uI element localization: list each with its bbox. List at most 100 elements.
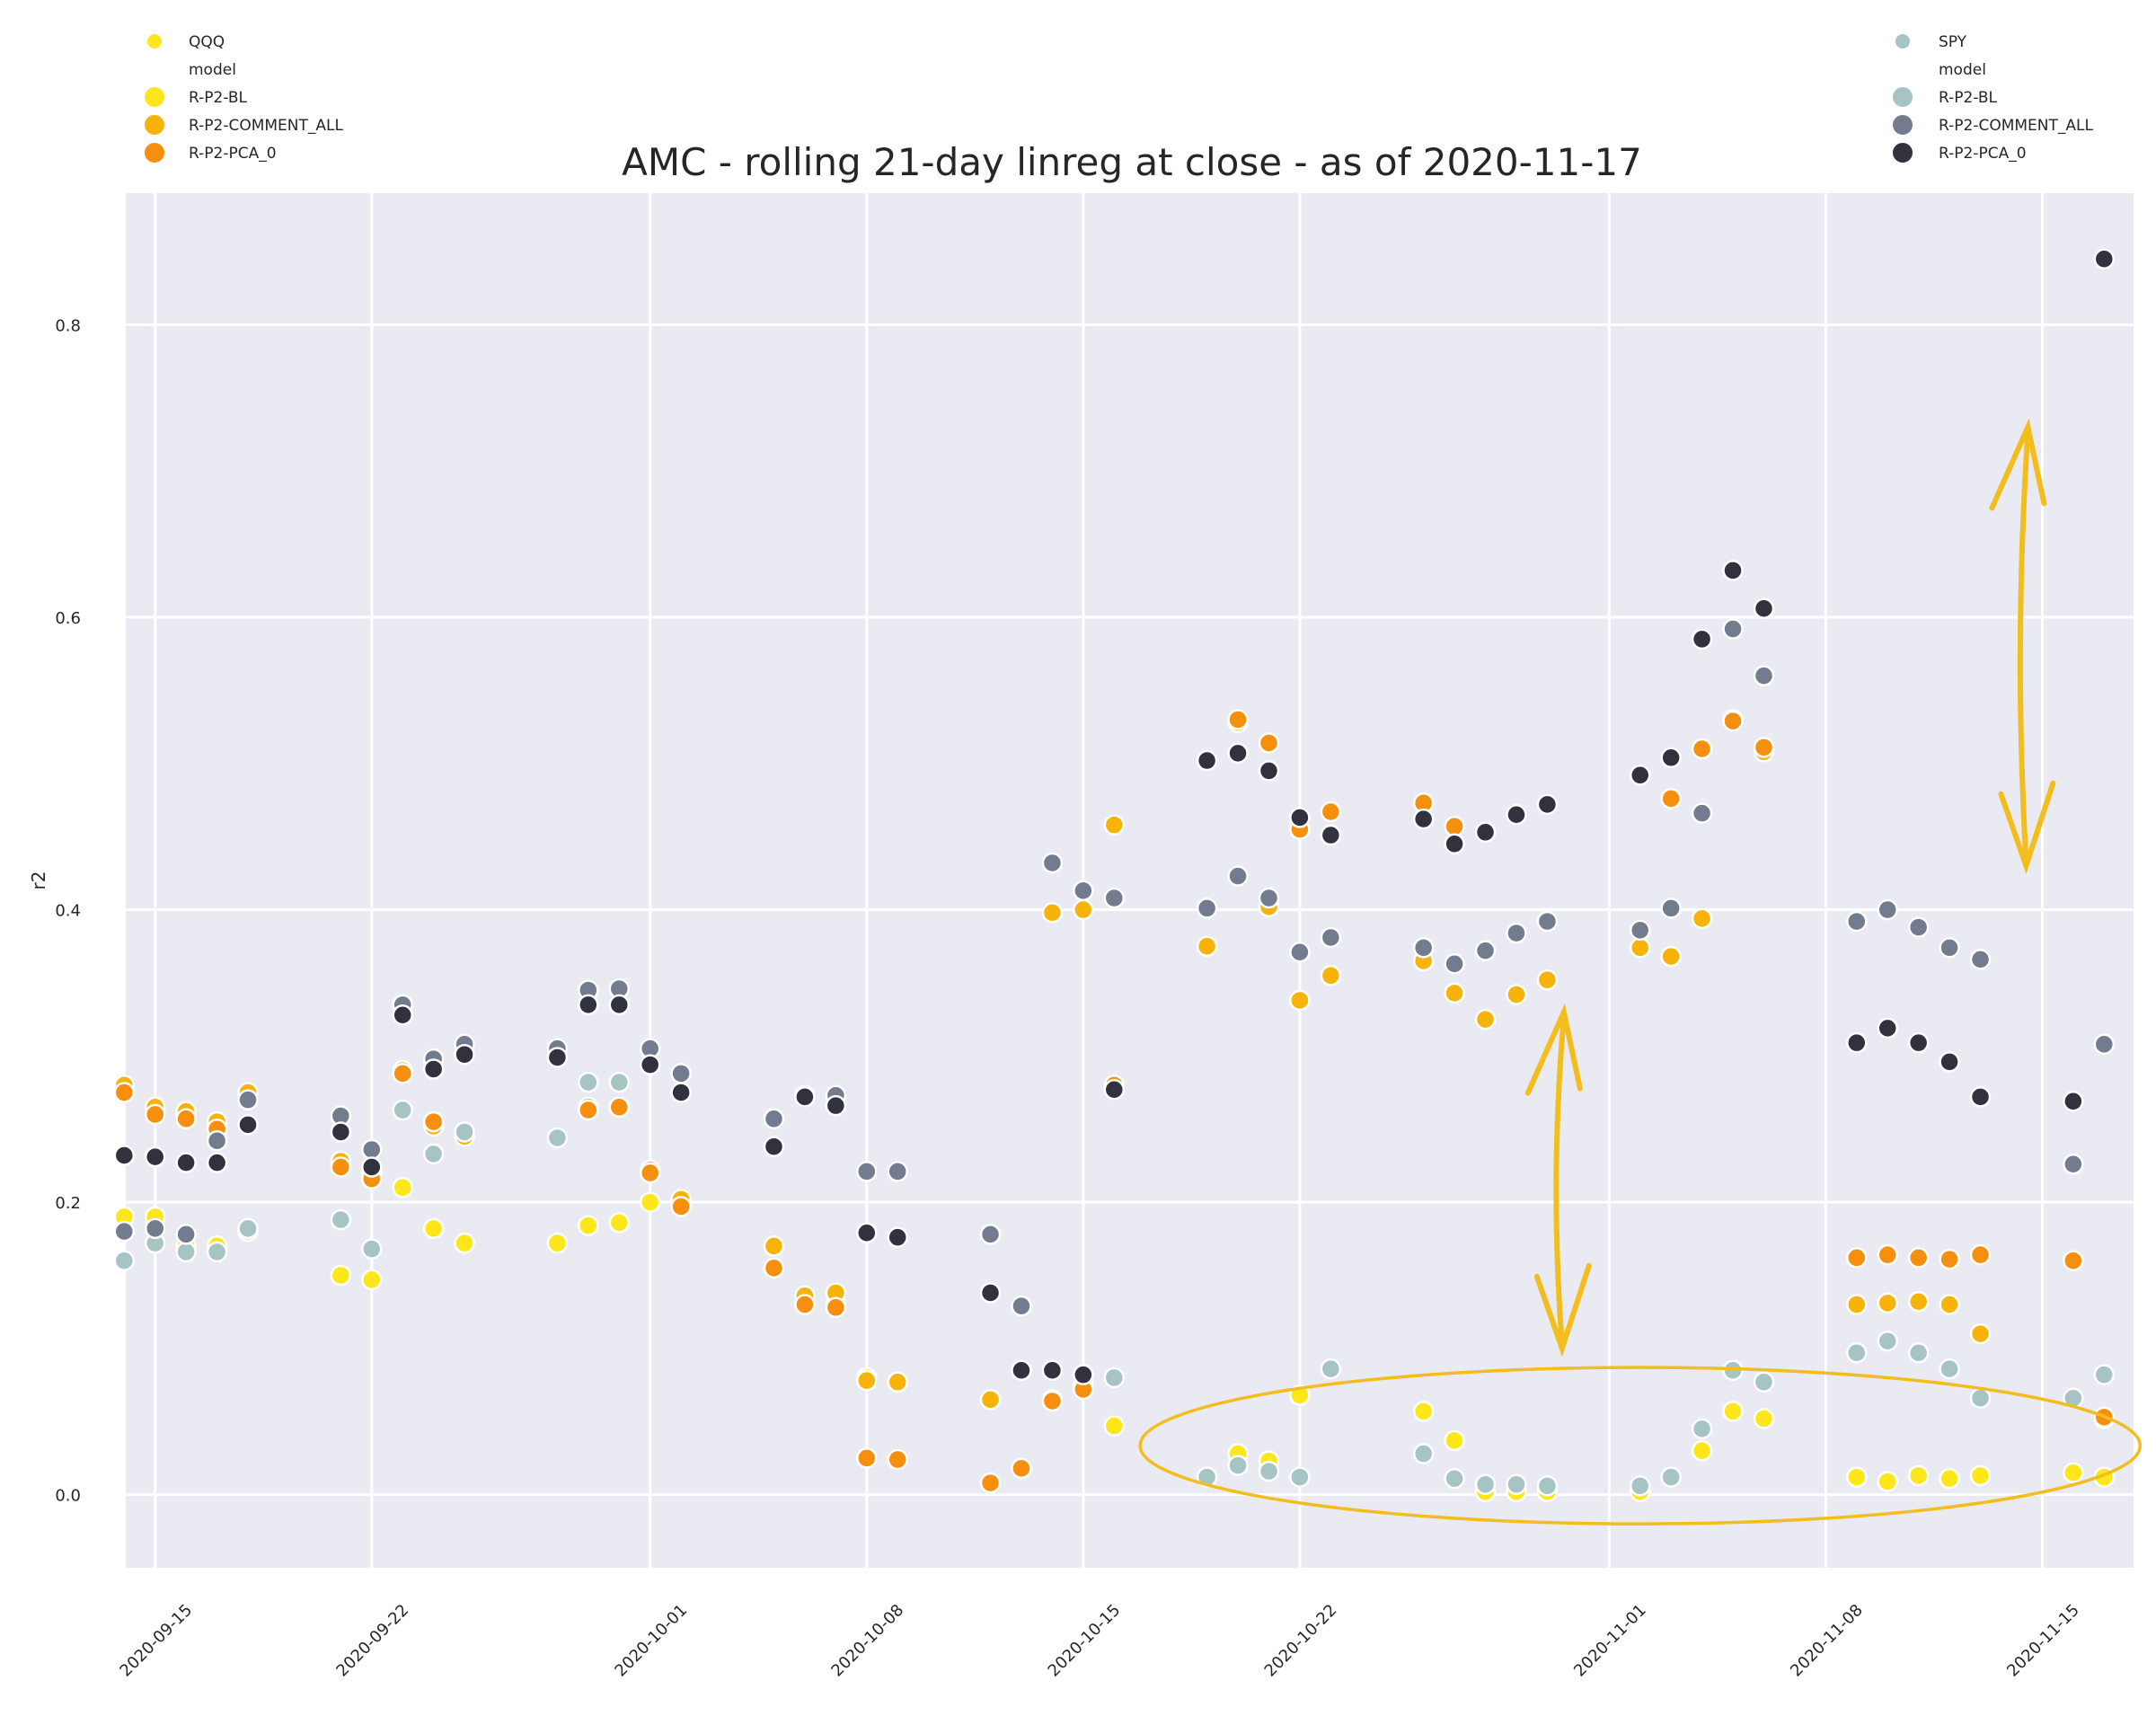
data-point [1907,1031,1930,1054]
data-point [1506,804,1527,826]
data-point [670,1063,692,1084]
data-point [887,1371,908,1393]
data-point [979,1389,1002,1411]
data-point [546,1232,569,1254]
data-point [856,1161,878,1182]
data-point [454,1043,475,1066]
legend-spy: SPY model R-P2-BL R-P2-COMMENT_ALL R-P2-PCA_… [1891,32,2093,164]
legend-marker [143,113,166,137]
data-point [1506,1473,1527,1495]
data-point [1907,1464,1930,1487]
data-point [763,1108,785,1130]
data-point [1444,1429,1465,1452]
data-point [1258,1460,1280,1482]
data-point [1691,1418,1713,1440]
data-point [1753,737,1775,758]
data-point [1444,1467,1465,1490]
data-point [1536,1475,1559,1497]
legend-label: R-P2-COMMENT_ALL [1939,117,2093,135]
data-point [1227,742,1249,765]
data-point [763,1257,785,1279]
legend-marker [1891,113,1914,137]
data-point [578,994,599,1016]
data-point [1722,710,1744,732]
data-point [1196,749,1218,772]
data-point [979,1224,1002,1245]
data-point [422,1058,445,1080]
data-point [1939,1358,1960,1380]
data-point [979,1472,1002,1494]
data-point [2093,248,2116,270]
data-point [330,1208,352,1231]
data-point [144,1217,166,1240]
legend-marker [143,85,166,109]
data-point [608,1071,631,1093]
legend-marker [1891,141,1914,164]
data-point [175,1152,197,1173]
double-arrow [1524,1003,1592,1358]
data-point [1041,1390,1064,1412]
y-tick-label: 0.2 [55,1194,81,1213]
data-point [1691,1440,1713,1462]
data-point [1877,1292,1898,1314]
data-point [1444,816,1465,837]
data-point [856,1369,878,1392]
arrow-shaft [2017,429,2031,864]
data-point [1196,1466,1218,1488]
arrow-head-down [1533,1262,1592,1358]
data-point [1907,1247,1930,1269]
data-point [1474,1008,1497,1030]
annotations [1138,418,2143,1526]
series-spy-r-p2-bl [113,1071,2116,1497]
data-point [1969,1322,1992,1345]
arrow-shaft [1553,1013,1567,1347]
data-point [887,1448,908,1471]
data-point [237,1217,259,1240]
legend-label: R-P2-PCA_0 [189,145,277,163]
data-point [175,1241,197,1263]
data-point [1196,935,1218,957]
data-point [1753,1371,1775,1393]
data-point [330,1156,352,1178]
data-point [392,1177,413,1199]
data-point [454,1232,475,1254]
data-point [237,1114,259,1136]
data-point [794,1294,816,1315]
data-point [1907,916,1930,938]
data-points [113,248,2116,1503]
data-point [608,1212,631,1234]
data-point [206,1129,228,1152]
data-point [2093,1033,2116,1056]
data-point [1877,1471,1898,1492]
data-point [1629,765,1651,786]
data-point [1041,902,1064,924]
data-point [1506,922,1527,944]
data-point [1660,945,1682,968]
series-spy-r-p2-pca_0 [113,248,2116,1385]
data-point [1969,1387,1992,1409]
data-point [1103,1415,1126,1437]
data-point [1103,1367,1126,1389]
data-point [979,1282,1002,1304]
data-point [1011,1457,1032,1480]
data-point [1320,1358,1342,1380]
data-point [1660,747,1682,769]
series-qqq-r-p2-pca_0 [113,709,2116,1494]
data-point [1474,1473,1497,1495]
data-point [1412,808,1435,830]
data-point [608,994,631,1016]
legend-marker [1894,32,1912,50]
chart-title: AMC - rolling 21-day linreg at close - a… [622,140,1642,184]
data-point [1227,709,1249,730]
data-point [1412,1401,1435,1422]
data-point [546,1127,569,1149]
data-point [1444,953,1465,975]
legend-label: R-P2-BL [1939,89,1998,107]
data-point [2063,1250,2084,1271]
data-point [361,1238,383,1260]
data-point [1846,1341,1868,1364]
data-point [1846,910,1868,933]
data-point [392,1004,413,1026]
